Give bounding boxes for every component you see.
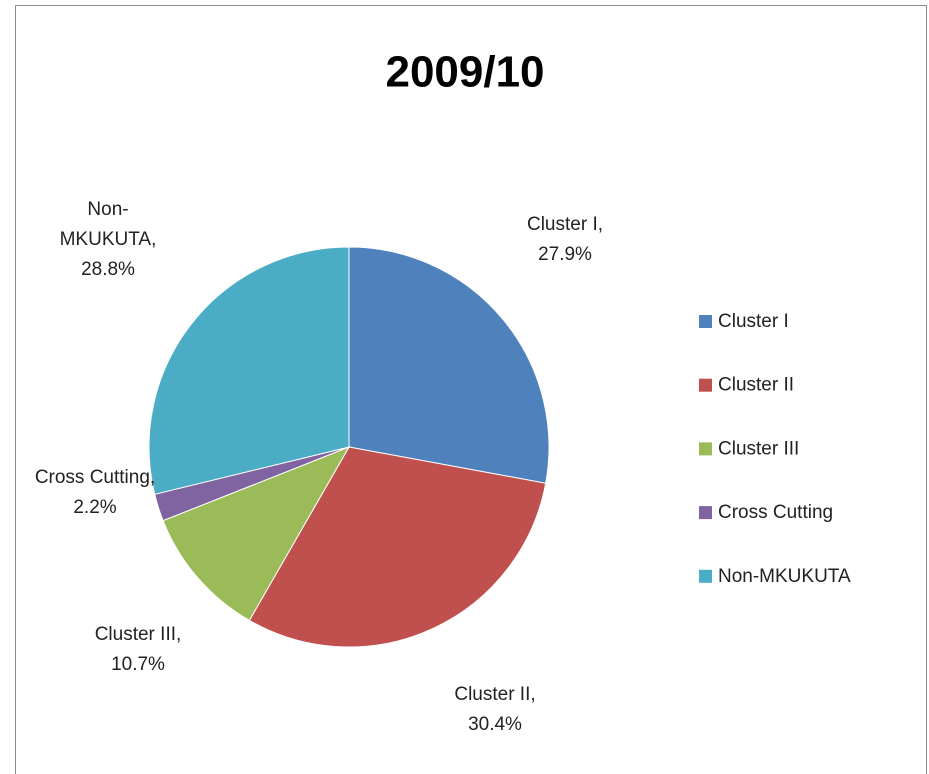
legend-swatch [699, 569, 712, 583]
pie-slice [148, 246, 350, 495]
legend-label: Cluster III [718, 438, 799, 459]
chart-title: 2009/10 [385, 48, 544, 97]
pie-slice [162, 446, 351, 622]
pie-slice [348, 246, 550, 484]
data-label: Non-MKUKUTA, 28.8% [59, 199, 157, 280]
data-label: Cross Cutting, 2.2% [34, 467, 156, 518]
data-label: Cluster II, 30.4% [454, 684, 536, 735]
legend-label: Non-MKUKUTA [718, 566, 851, 587]
legend-label: Cross Cutting [718, 502, 833, 523]
legend-swatch [699, 378, 712, 392]
legend-swatch [699, 506, 712, 520]
data-label: Cluster I, 27.9% [526, 214, 604, 265]
legend-swatch [699, 442, 712, 456]
legend-label: Cluster II [718, 375, 794, 396]
legend-label: Cluster I [718, 311, 789, 332]
data-label: Cluster III, 10.7% [94, 624, 182, 675]
pie-slice [248, 446, 547, 648]
legend-swatch [699, 315, 712, 328]
